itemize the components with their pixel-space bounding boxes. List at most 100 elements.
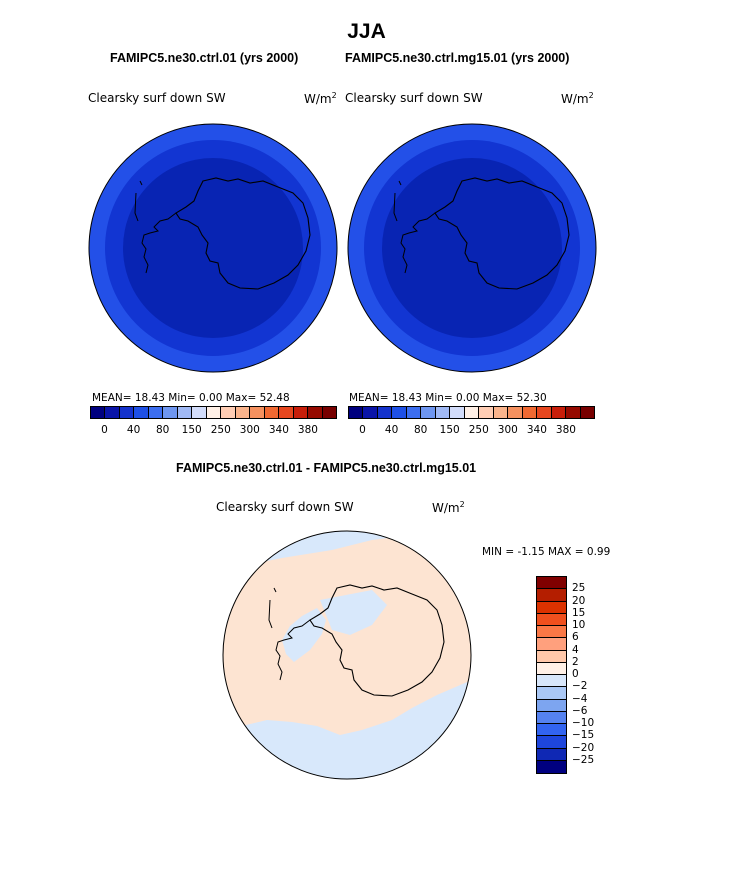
colorbar-swatch — [551, 407, 567, 418]
diff-colorbar-tick-label: 25 — [572, 582, 586, 595]
colorbar-swatch — [322, 407, 336, 418]
colorbar-swatch — [264, 407, 280, 418]
colorbar-tick-label: 300 — [239, 424, 260, 436]
diff-colorbar-tick-label: −25 — [572, 753, 595, 766]
colorbar-tick-label: 380 — [297, 424, 318, 436]
diff-colorbar-tick-label: 0 — [572, 668, 579, 680]
colorbar-tick-label: 300 — [497, 424, 518, 436]
diff-colorbar-swatch — [537, 748, 566, 761]
colorbar-swatch — [91, 407, 106, 418]
colorbar-swatch — [163, 407, 178, 418]
colorbar-tick-label: 40 — [384, 424, 399, 436]
diff-colorbar-tick-label: 10 — [572, 619, 586, 631]
colorbar-swatch — [392, 407, 407, 418]
panel1-units-label: W/m2 — [304, 91, 337, 106]
diff-colorbar-swatch — [537, 577, 566, 590]
colorbar-swatch — [464, 407, 480, 418]
diff-colorbar-tick-label: −20 — [572, 741, 595, 754]
diff-case-title: FAMIPC5.ne30.ctrl.01 - FAMIPC5.ne30.ctrl… — [176, 461, 477, 475]
colorbar-swatch — [308, 407, 323, 418]
diff-colorbar-swatch — [537, 638, 566, 651]
colorbar-tick-label: 380 — [555, 424, 576, 436]
panel1-core-region — [123, 158, 303, 338]
diff-peninsula-coastline — [268, 587, 311, 681]
colorbar-tick-label: 80 — [413, 424, 428, 436]
colorbar-swatch — [421, 407, 436, 418]
diff-colorbar-swatch — [537, 699, 566, 712]
colorbar-swatch — [221, 407, 236, 418]
diff-colorbar-tick-label: 15 — [572, 606, 586, 619]
panel2-variable-label: Clearsky surf down SW — [345, 91, 483, 105]
colorbar-tick-label: 250 — [468, 424, 489, 436]
panel2-stats: MEAN= 18.43 Min= 0.00 Max= 52.30 — [349, 392, 547, 404]
colorbar-tick-label: 150 — [181, 424, 202, 436]
diff-negative-patch — [320, 590, 387, 635]
panel1-peninsula-coastline — [134, 180, 177, 274]
colorbar-swatch — [206, 407, 222, 418]
colorbar-swatch — [508, 407, 523, 418]
colorbar-swatch — [250, 407, 265, 418]
colorbar-tick-label: 150 — [439, 424, 460, 436]
diff-colorbar-swatch — [537, 650, 566, 663]
diff-antarctica-coastline — [309, 584, 445, 697]
diff-colorbar-swatch — [537, 736, 566, 749]
diff-map-border — [222, 530, 472, 780]
panel2-colorbar — [348, 406, 595, 419]
diff-colorbar-tick-label: 4 — [572, 643, 579, 656]
panel2-units-label: W/m2 — [561, 91, 594, 106]
colorbar-swatch — [349, 407, 364, 418]
diff-variable-label: Clearsky surf down SW — [216, 500, 354, 514]
diff-colorbar-swatch — [537, 687, 566, 700]
colorbar-swatch — [377, 407, 393, 418]
diff-colorbar-tick-label: −10 — [572, 717, 595, 729]
panel1-antarctica-coastline — [175, 177, 311, 290]
diff-colorbar-tick-label: −15 — [572, 729, 595, 742]
diff-colorbar-swatch — [537, 675, 566, 688]
diff-colorbar-tick-label: −4 — [572, 692, 588, 705]
colorbar-swatch — [580, 407, 594, 418]
colorbar-tick-label: 40 — [126, 424, 141, 436]
colorbar-tick-label: 250 — [210, 424, 231, 436]
diff-polar-map — [222, 530, 472, 780]
colorbar-swatch — [493, 407, 509, 418]
diff-colorbar-swatch — [537, 724, 566, 737]
panel1-variable-label: Clearsky surf down SW — [88, 91, 226, 105]
diff-colorbar-tick-label: 6 — [572, 631, 579, 644]
colorbar-swatch — [406, 407, 422, 418]
diff-colorbar — [536, 576, 567, 774]
diff-colorbar-tick-label: −2 — [572, 680, 588, 693]
diff-colorbar-tick-label: 20 — [572, 594, 586, 607]
colorbar-swatch — [522, 407, 538, 418]
colorbar-tick-label: 340 — [268, 424, 289, 436]
panel1-stats: MEAN= 18.43 Min= 0.00 Max= 52.48 — [92, 392, 290, 404]
panel2-case-title: FAMIPC5.ne30.ctrl.mg15.01 (yrs 2000) — [345, 51, 570, 65]
diff-colorbar-swatch — [537, 589, 566, 602]
colorbar-swatch — [537, 407, 552, 418]
colorbar-swatch — [293, 407, 309, 418]
panel1-colorbar — [90, 406, 337, 419]
colorbar-swatch — [105, 407, 120, 418]
panel2-polar-map — [347, 123, 597, 373]
diff-colorbar-swatch — [537, 760, 566, 773]
colorbar-tick-label: 0 — [359, 424, 366, 436]
figure-title: JJA — [347, 20, 386, 43]
panel1-case-title: FAMIPC5.ne30.ctrl.01 (yrs 2000) — [110, 51, 299, 65]
colorbar-swatch — [363, 407, 378, 418]
diff-colorbar-swatch — [537, 662, 566, 675]
panel2-peninsula-coastline — [393, 180, 436, 274]
diff-colorbar-swatch — [537, 601, 566, 614]
diff-units-label: W/m2 — [432, 500, 465, 515]
colorbar-swatch — [566, 407, 581, 418]
colorbar-swatch — [479, 407, 494, 418]
colorbar-tick-label: 80 — [155, 424, 170, 436]
colorbar-swatch — [134, 407, 149, 418]
panel2-antarctica-coastline — [434, 177, 570, 290]
colorbar-swatch — [192, 407, 207, 418]
diff-colorbar-swatch — [537, 613, 566, 626]
colorbar-swatch — [435, 407, 451, 418]
colorbar-swatch — [279, 407, 294, 418]
diff-stats: MIN = -1.15 MAX = 0.99 — [482, 546, 611, 558]
panel1-polar-map — [88, 123, 338, 373]
colorbar-swatch — [177, 407, 193, 418]
colorbar-swatch — [450, 407, 465, 418]
